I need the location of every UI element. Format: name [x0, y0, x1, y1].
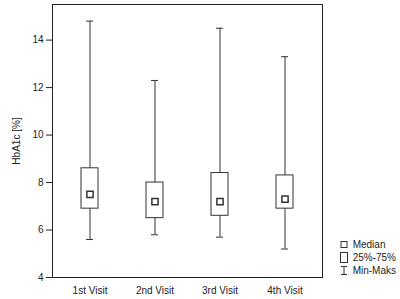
html-text:Median: Median [352, 239, 386, 250]
svg-text:12: 12 [32, 82, 44, 93]
svg-text:6: 6 [38, 224, 44, 235]
html-text:25%-75%: 25%-75% [352, 252, 396, 263]
svg-text:2nd Visit: 2nd Visit [136, 285, 174, 296]
html-text:Min-Maks: Min-Maks [352, 265, 396, 276]
svg-text:4: 4 [38, 272, 44, 283]
svg-text:1st Visit: 1st Visit [73, 285, 108, 296]
svg-text:14: 14 [32, 34, 44, 45]
svg-text:10: 10 [32, 129, 44, 140]
svg-text:HbA1c [%]: HbA1c [%] [11, 117, 22, 164]
svg-text:4th Visit: 4th Visit [267, 285, 303, 296]
svg-text:3rd Visit: 3rd Visit [202, 285, 238, 296]
svg-text:8: 8 [38, 177, 44, 188]
